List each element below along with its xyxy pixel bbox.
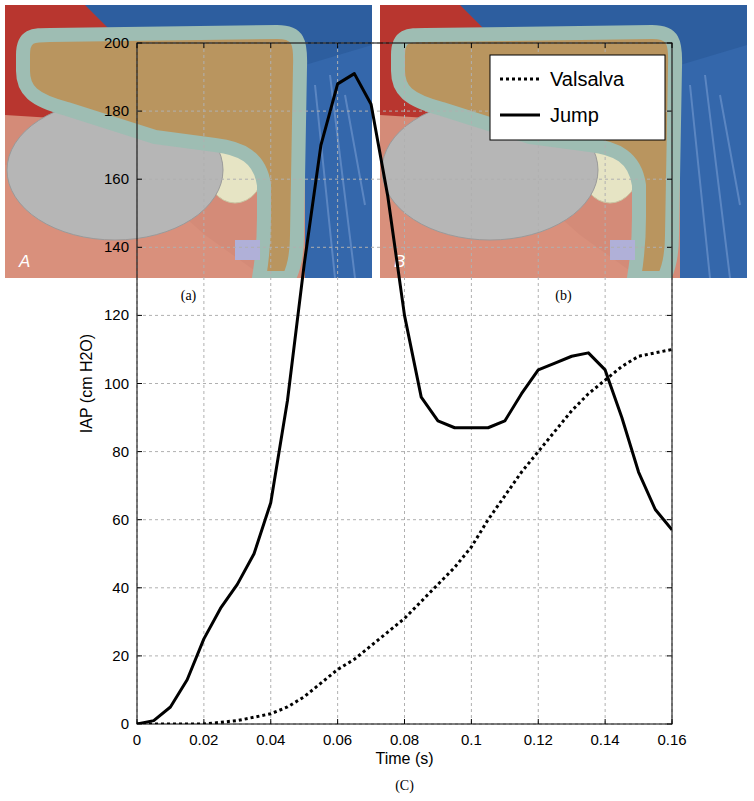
tick — [667, 179, 672, 180]
tick — [667, 247, 672, 248]
tick — [667, 519, 672, 520]
tick — [137, 247, 142, 248]
sphincter — [610, 240, 635, 260]
tick-label: 40 — [112, 579, 129, 596]
legend-swatch — [500, 114, 540, 117]
tick — [404, 43, 405, 48]
grid-line — [605, 43, 606, 724]
tick — [337, 43, 338, 48]
tick — [667, 315, 672, 316]
bladder — [23, 32, 300, 278]
panel-letter: A — [18, 252, 30, 271]
panel-caption: (b) — [555, 288, 572, 304]
grid-line — [404, 43, 405, 724]
tick — [137, 111, 142, 112]
legend-box — [490, 55, 665, 140]
tick — [538, 43, 539, 48]
tissue-lines — [690, 75, 740, 278]
tick — [667, 655, 672, 656]
tick-label: 160 — [104, 170, 129, 187]
grid-line — [538, 43, 539, 724]
tick-label: 0.12 — [524, 731, 553, 748]
tick-label: 0.04 — [256, 731, 285, 748]
tick — [538, 719, 539, 724]
tick — [137, 519, 142, 520]
tick — [137, 383, 142, 384]
tick-label: 20 — [112, 647, 129, 664]
panel-caption: (a) — [181, 288, 197, 304]
axis-label: Time (s) — [375, 750, 433, 767]
tick — [270, 43, 271, 48]
grid-line — [137, 587, 672, 588]
tick — [137, 655, 142, 656]
series-line — [137, 74, 672, 724]
legend-label: Jump — [550, 104, 599, 126]
axis-label: IAP (cm H2O) — [78, 334, 95, 433]
tissue-lines — [315, 75, 365, 278]
sphincter — [235, 240, 260, 260]
tick — [471, 43, 472, 48]
legend: Valsalva Jump — [490, 55, 665, 140]
tick — [471, 719, 472, 724]
series-group — [137, 74, 672, 724]
tick — [203, 43, 204, 48]
tick — [137, 451, 142, 452]
tick — [337, 719, 338, 724]
tick — [137, 315, 142, 316]
model-panel: B — [380, 5, 747, 278]
tick — [605, 719, 606, 724]
tick — [667, 383, 672, 384]
grid-line — [337, 43, 338, 724]
tick — [667, 451, 672, 452]
tick-label: 140 — [104, 238, 129, 255]
tick — [404, 719, 405, 724]
tick — [667, 111, 672, 112]
tissue-blue-right — [680, 45, 747, 278]
panel-background — [380, 5, 747, 278]
tick — [137, 587, 142, 588]
tick-label: 80 — [112, 443, 129, 460]
tick — [605, 43, 606, 48]
bladder — [398, 32, 675, 278]
tick-label: 100 — [104, 375, 129, 392]
tick — [667, 587, 672, 588]
grid-line — [137, 383, 672, 384]
tick-label: 0.16 — [657, 731, 686, 748]
series-line — [137, 349, 672, 724]
tick-label: 0.14 — [591, 731, 620, 748]
panel-background — [5, 5, 372, 278]
chart-caption: (C) — [395, 778, 414, 794]
tick-label: 120 — [104, 306, 129, 323]
grid-line — [471, 43, 472, 724]
model-panel: A — [5, 5, 372, 278]
grid-line — [137, 179, 672, 180]
tick-label: 0 — [133, 731, 141, 748]
tissue-blue-right — [305, 45, 372, 278]
grid-line — [270, 43, 271, 724]
grid-line — [203, 43, 204, 724]
chart: 0 20 40 60 80 100 120 140 160 180 200 0 0.02 0.04 0.06… — [78, 34, 687, 794]
tick — [137, 179, 142, 180]
tick-label: 0.02 — [189, 731, 218, 748]
tick-label: 200 — [104, 34, 129, 51]
figure: A (a) B (b) 0 20 40 60 80 100 120 140 160 180 200 0 0.02… — [0, 0, 754, 801]
legend-swatch — [500, 78, 540, 81]
tick — [270, 719, 271, 724]
tick-label: 0.06 — [323, 731, 352, 748]
tick-label: 0.1 — [461, 731, 482, 748]
tick-label: 0.08 — [390, 731, 419, 748]
tick-label: 0 — [121, 715, 129, 732]
tick-label: 180 — [104, 102, 129, 119]
plot-frame — [137, 43, 672, 724]
tick-label: 60 — [112, 511, 129, 528]
legend-label: Valsalva — [550, 68, 625, 90]
